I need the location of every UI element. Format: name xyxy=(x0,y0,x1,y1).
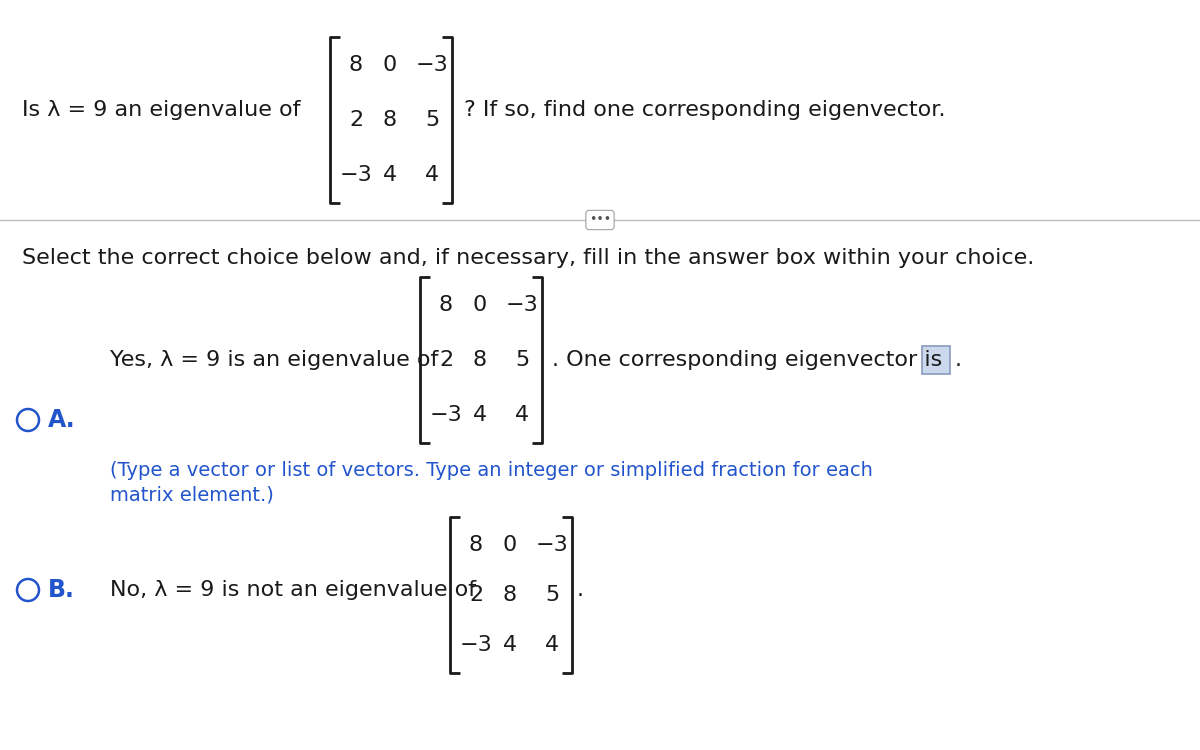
Text: Yes, λ = 9 is an eigenvalue of: Yes, λ = 9 is an eigenvalue of xyxy=(110,350,438,370)
Text: Is λ = 9 an eigenvalue of: Is λ = 9 an eigenvalue of xyxy=(22,100,300,120)
Text: •••: ••• xyxy=(589,214,611,226)
Text: matrix element.): matrix element.) xyxy=(110,485,274,505)
Text: 5: 5 xyxy=(425,110,439,130)
Text: A.: A. xyxy=(48,408,76,432)
FancyBboxPatch shape xyxy=(922,346,950,374)
Text: 4: 4 xyxy=(473,405,487,425)
Text: 8: 8 xyxy=(503,585,517,605)
Text: 8: 8 xyxy=(469,535,484,555)
Text: (Type a vector or list of vectors. Type an integer or simplified fraction for ea: (Type a vector or list of vectors. Type … xyxy=(110,460,872,479)
Text: 8: 8 xyxy=(383,110,397,130)
Text: 0: 0 xyxy=(473,295,487,315)
Text: 5: 5 xyxy=(515,350,529,370)
Text: Select the correct choice below and, if necessary, fill in the answer box within: Select the correct choice below and, if … xyxy=(22,248,1034,268)
Text: −3: −3 xyxy=(430,405,462,425)
Text: 8: 8 xyxy=(473,350,487,370)
Text: 4: 4 xyxy=(515,405,529,425)
Text: −3: −3 xyxy=(505,295,539,315)
Text: B.: B. xyxy=(48,578,74,602)
Text: −3: −3 xyxy=(460,635,492,655)
Text: 5: 5 xyxy=(545,585,559,605)
Text: −3: −3 xyxy=(415,55,449,75)
Text: 2: 2 xyxy=(439,350,454,370)
Text: 4: 4 xyxy=(545,635,559,655)
Text: 4: 4 xyxy=(425,165,439,185)
Text: . One corresponding eigenvector is: . One corresponding eigenvector is xyxy=(552,350,942,370)
Text: No, λ = 9 is not an eigenvalue of: No, λ = 9 is not an eigenvalue of xyxy=(110,580,476,600)
Text: −3: −3 xyxy=(340,165,372,185)
Text: 0: 0 xyxy=(383,55,397,75)
Text: .: . xyxy=(955,350,962,370)
Text: 2: 2 xyxy=(469,585,484,605)
Text: .: . xyxy=(577,580,584,600)
Text: 4: 4 xyxy=(383,165,397,185)
Text: 8: 8 xyxy=(349,55,364,75)
Text: 4: 4 xyxy=(503,635,517,655)
Text: 0: 0 xyxy=(503,535,517,555)
Text: ? If so, find one corresponding eigenvector.: ? If so, find one corresponding eigenvec… xyxy=(464,100,946,120)
Text: −3: −3 xyxy=(535,535,569,555)
Text: 8: 8 xyxy=(439,295,454,315)
Text: 2: 2 xyxy=(349,110,364,130)
